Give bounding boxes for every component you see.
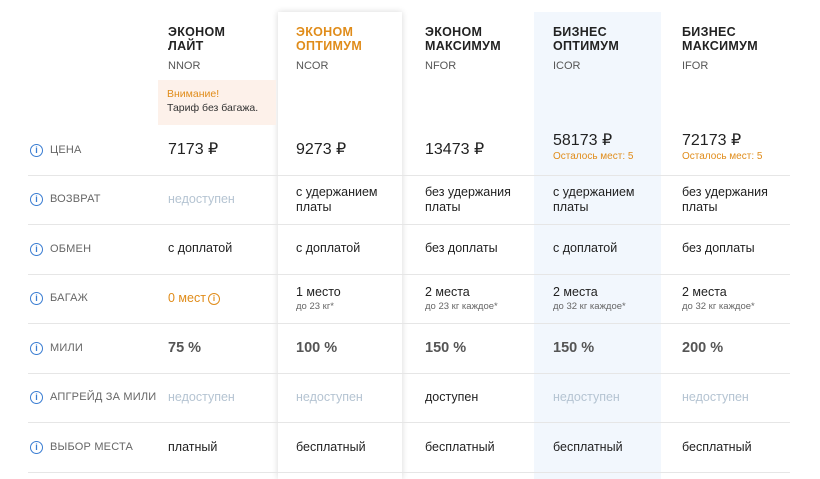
tariff-name-line2: МАКСИМУМ (425, 39, 501, 53)
row-label-upgrade: АПГРЕЙД ЗА МИЛИ (50, 391, 157, 403)
price-value: 58173 ₽ (553, 132, 613, 149)
tariff-name-line2: ЛАЙТ (168, 39, 204, 53)
tariff-header-econom-lite[interactable]: ЭКОНОМ ЛАЙТ (168, 25, 225, 53)
row-divider (28, 422, 790, 423)
row-label-price: ЦЕНА (50, 144, 82, 156)
baggage-value: 2 места до 32 кг каждое* (682, 285, 755, 313)
refund-value: с удержанием платы (296, 185, 378, 214)
refund-value: недоступен (168, 192, 235, 206)
seat-value: бесплатный (682, 440, 752, 454)
tariff-code: ICOR (553, 60, 581, 72)
baggage-count: 2 места (425, 285, 470, 299)
row-divider (28, 323, 790, 324)
exchange-value: с доплатой (553, 241, 618, 255)
upgrade-value: недоступен (682, 390, 749, 404)
row-label-exchange: ОБМЕН (50, 243, 92, 255)
info-icon[interactable]: i (30, 441, 43, 454)
row-divider (28, 373, 790, 374)
price-value: 9273 ₽ (296, 141, 347, 158)
price-value: 7173 ₽ (168, 141, 219, 158)
upgrade-value: недоступен (296, 390, 363, 404)
exchange-value: без доплаты (682, 241, 755, 255)
tariff-code: NNOR (168, 60, 201, 72)
tariff-name-line1: ЭКОНОМ (425, 25, 483, 39)
row-divider (28, 224, 790, 225)
row-divider (28, 472, 790, 473)
seats-left: Осталось мест: 5 (682, 151, 763, 162)
baggage-value: 0 мест i (168, 291, 220, 306)
baggage-count: 2 места (553, 285, 598, 299)
info-icon[interactable]: i (30, 243, 43, 256)
tariff-code: NFOR (425, 60, 457, 72)
tariff-code: IFOR (682, 60, 709, 72)
tariff-name-line1: ЭКОНОМ (168, 25, 226, 39)
price-value: 13473 ₽ (425, 141, 485, 158)
selected-tariff-column[interactable] (278, 12, 402, 479)
tariff-name-line1: ЭКОНОМ (296, 25, 354, 39)
miles-value: 75 % (168, 340, 202, 356)
refund-value: с удержанием платы (553, 185, 635, 214)
tariff-header-econom-optimum[interactable]: ЭКОНОМ ОПТИМУМ (296, 25, 362, 53)
tariff-name-line2: МАКСИМУМ (682, 39, 758, 53)
miles-value: 150 % (553, 340, 595, 356)
row-label-seat: ВЫБОР МЕСТА (50, 441, 134, 453)
miles-value: 200 % (682, 340, 724, 356)
info-icon[interactable]: i (30, 391, 43, 404)
upgrade-value: доступен (425, 390, 479, 404)
baggage-count: 1 место (296, 285, 341, 299)
row-label-miles: МИЛИ (50, 342, 83, 354)
tariff-header-business-maximum[interactable]: БИЗНЕС МАКСИМУМ (682, 25, 758, 53)
baggage-value: 2 места до 32 кг каждое* (553, 285, 626, 313)
tariff-name-line2: ОПТИМУМ (296, 39, 363, 53)
baggage-value: 1 место до 23 кг* (296, 285, 341, 313)
exchange-value: без доплаты (425, 241, 498, 255)
business-tariff-column[interactable] (534, 12, 661, 479)
miles-value: 100 % (296, 340, 338, 356)
no-baggage-warning: Внимание! Тариф без багажа. (158, 80, 276, 125)
row-label-baggage: БАГАЖ (50, 292, 89, 304)
tariff-name-line2: ОПТИМУМ (553, 39, 620, 53)
tariff-name-line1: БИЗНЕС (682, 25, 736, 39)
upgrade-value: недоступен (168, 390, 235, 404)
tariff-name-line1: БИЗНЕС (553, 25, 607, 39)
seat-value: бесплатный (296, 440, 366, 454)
baggage-count: 2 места (682, 285, 727, 299)
baggage-detail: до 23 кг каждое* (425, 301, 498, 312)
price-value: 72173 ₽ (682, 132, 742, 149)
info-icon[interactable]: i (30, 342, 43, 355)
seats-left: Осталось мест: 5 (553, 151, 634, 162)
exchange-value: с доплатой (296, 241, 361, 255)
upgrade-value: недоступен (553, 390, 620, 404)
tariff-header-econom-maximum[interactable]: ЭКОНОМ МАКСИМУМ (425, 25, 501, 53)
baggage-detail: до 32 кг каждое* (682, 301, 755, 312)
warning-text: Тариф без багажа. (167, 102, 259, 114)
refund-value: без удержания платы (682, 185, 768, 214)
row-label-refund: ВОЗВРАТ (50, 193, 101, 205)
seat-value: бесплатный (425, 440, 495, 454)
baggage-value: 2 места до 23 кг каждое* (425, 285, 498, 313)
tariff-header-business-optimum[interactable]: БИЗНЕС ОПТИМУМ (553, 25, 619, 53)
refund-value: без удержания платы (425, 185, 511, 214)
info-icon[interactable]: i (30, 292, 43, 305)
seat-value: платный (168, 440, 218, 454)
baggage-detail: до 23 кг* (296, 301, 334, 312)
seat-value: бесплатный (553, 440, 623, 454)
warning-title: Внимание! (167, 88, 220, 100)
exchange-value: с доплатой (168, 241, 233, 255)
info-icon[interactable]: i (207, 292, 220, 305)
miles-value: 150 % (425, 340, 467, 356)
baggage-detail: до 32 кг каждое* (553, 301, 626, 312)
row-divider (28, 274, 790, 275)
info-icon[interactable]: i (30, 193, 43, 206)
tariff-code: NCOR (296, 60, 329, 72)
row-divider (28, 175, 790, 176)
baggage-count: 0 мест (168, 291, 206, 305)
info-icon[interactable]: i (30, 144, 43, 157)
